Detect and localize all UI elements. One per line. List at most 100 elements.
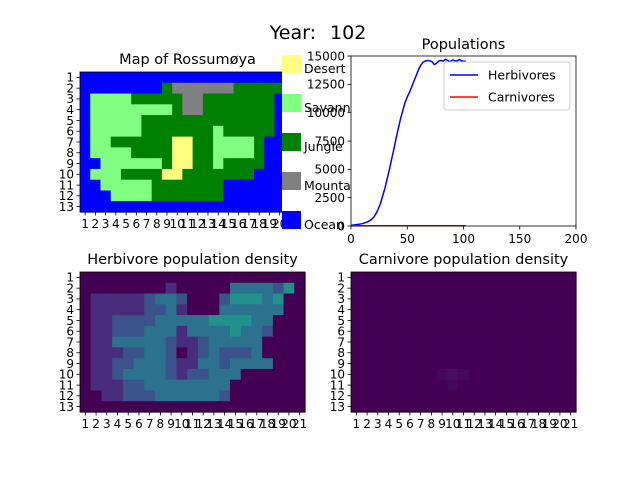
herb-cell	[240, 390, 253, 402]
legend-swatch	[282, 211, 301, 229]
map-cell	[182, 72, 194, 84]
herb-cell	[144, 315, 156, 327]
map-cell	[264, 93, 276, 105]
map-cell	[213, 82, 224, 95]
carn-cell	[372, 401, 384, 413]
herb-cell	[230, 325, 242, 338]
carn-cell	[383, 304, 395, 316]
map-cell	[131, 168, 143, 181]
carn-x-tick-label: 12	[467, 417, 482, 431]
map-cell	[264, 201, 276, 213]
carn-cell	[565, 336, 577, 348]
carn-cell	[393, 304, 406, 316]
carn-cell	[458, 315, 470, 327]
map-cell	[274, 158, 286, 170]
herb-cell	[176, 325, 188, 338]
map-cell	[213, 104, 224, 116]
herb-cell	[262, 315, 274, 327]
herb-cell	[165, 304, 178, 316]
map-cell	[182, 179, 194, 192]
map-cell	[202, 115, 214, 127]
map-cell	[141, 201, 153, 213]
map-cell	[274, 168, 286, 181]
herb-cell	[294, 336, 306, 348]
map-cell	[110, 104, 122, 116]
herb-cell	[219, 390, 231, 402]
herb-cell	[272, 336, 285, 348]
herb-cell	[176, 272, 188, 284]
herb-cell	[176, 293, 188, 305]
population-chart: 0 50 100 150 200 0 2500 5000 7500 10000 12500 15000…	[307, 37, 588, 246]
carn-cell	[522, 293, 534, 305]
herb-cell	[219, 293, 231, 305]
carn-cell	[393, 368, 406, 381]
herb-cell	[155, 272, 167, 284]
carn-cell	[533, 390, 545, 402]
herb-cell	[144, 293, 156, 305]
carn-x-tick-label: 18	[531, 417, 546, 431]
map-cell	[254, 147, 265, 159]
carn-cell	[393, 401, 406, 413]
carn-cell	[351, 315, 363, 327]
herb-x-tick-label: 21	[292, 417, 307, 431]
map-cell	[274, 82, 286, 95]
carn-cell	[351, 304, 363, 316]
carn-cell	[458, 368, 470, 381]
herb-cell	[155, 336, 167, 348]
herb-cell	[208, 282, 220, 295]
herb-cell	[283, 325, 295, 338]
map-cell	[141, 115, 153, 127]
herb-cell	[112, 315, 124, 327]
pop-y-tick-label: 10000	[307, 106, 345, 120]
map-cell	[172, 147, 183, 159]
herb-cell	[272, 282, 285, 295]
herb-cell	[197, 401, 210, 413]
herb-cell	[133, 325, 145, 338]
herb-cell	[122, 325, 135, 338]
herb-cell	[219, 315, 231, 327]
herb-cell	[187, 325, 199, 338]
map-cell	[90, 72, 102, 84]
map-cell	[264, 125, 276, 138]
map-cell	[223, 158, 235, 170]
carn-cell	[436, 379, 449, 392]
map-cell	[80, 82, 91, 95]
herb-cell	[294, 358, 306, 370]
map-cell	[192, 104, 204, 116]
carn-cell	[361, 379, 374, 392]
year-label: Year:	[269, 22, 316, 44]
herb-cell	[101, 272, 113, 284]
carn-cell	[361, 401, 374, 413]
herb-cell	[112, 325, 124, 338]
carn-cell	[490, 315, 502, 327]
herb-cell	[240, 336, 253, 348]
carn-cell	[533, 282, 545, 295]
herb-cell	[80, 272, 92, 284]
herb-y-tick-label: 1	[66, 271, 74, 285]
map-cell	[192, 72, 204, 84]
herb-y-tick-label: 3	[66, 292, 74, 306]
herb-cell	[251, 379, 263, 392]
carn-cell	[383, 390, 395, 402]
map-cell	[223, 115, 235, 127]
carn-cell	[383, 315, 395, 327]
herb-cell	[230, 304, 242, 316]
map-cell	[233, 179, 245, 192]
herb-cell	[165, 272, 178, 284]
map-y-tick-label: 9	[66, 157, 74, 171]
carn-cell	[447, 358, 459, 370]
carn-cell	[361, 282, 374, 295]
herb-cell	[240, 282, 253, 295]
map-cell	[192, 93, 204, 105]
herb-cell	[155, 368, 167, 381]
map-cell	[151, 115, 163, 127]
carn-cell	[458, 293, 470, 305]
carn-cell	[501, 368, 513, 381]
herb-cell	[80, 401, 92, 413]
herb-cell	[80, 315, 92, 327]
map-cell	[233, 115, 245, 127]
carn-cell	[479, 358, 491, 370]
carn-cell	[522, 401, 534, 413]
carn-x-tick-label: 19	[542, 417, 557, 431]
carn-x-tick-label: 21	[563, 417, 578, 431]
